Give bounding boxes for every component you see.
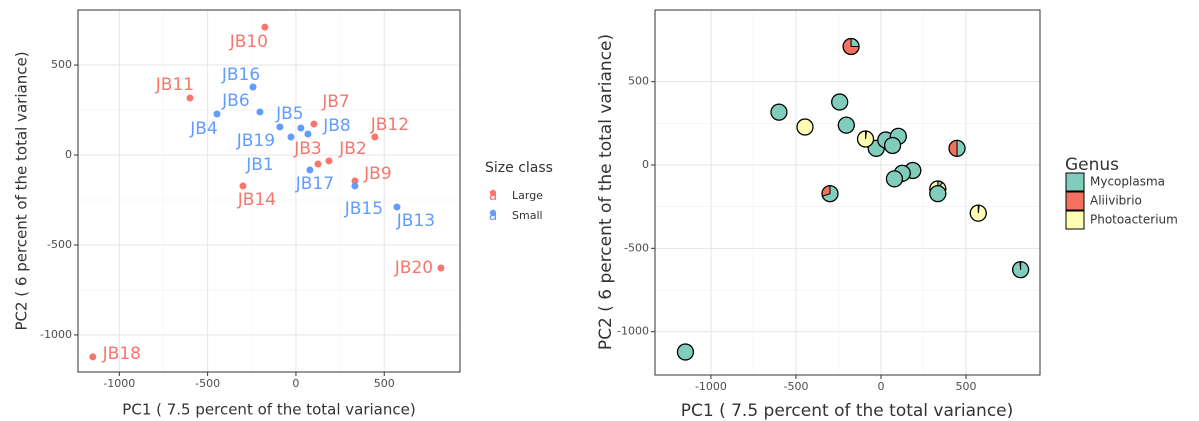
y-axis-title: PC2 ( 6 percent of the total variance) [596, 34, 616, 350]
point [249, 83, 257, 91]
legend-title: Size class [485, 160, 553, 176]
legend-key [1065, 172, 1085, 192]
plot-border [654, 9, 1041, 376]
pie-point [770, 103, 788, 121]
pie-point [821, 185, 839, 203]
point [276, 123, 284, 131]
y-axis-title: PC2 ( 6 percent of the total variance) [13, 51, 31, 330]
legend-key [1065, 191, 1085, 211]
point-label: JB16 [221, 65, 260, 85]
point-label: JB17 [295, 174, 334, 194]
y-tick-label: -500 [624, 241, 649, 254]
point-label: JB3 [293, 139, 322, 159]
legend-label: Mycoplasma [1090, 175, 1165, 189]
point [393, 203, 401, 211]
legend-label: Small [512, 209, 543, 222]
point [437, 264, 445, 272]
x-tick-label: 0 [292, 377, 299, 390]
y-tick-label: 0 [642, 158, 649, 171]
x-tick-label: 500 [374, 377, 395, 390]
point-label: JB11 [155, 75, 194, 95]
pie-point [969, 204, 987, 222]
point-label: JB6 [221, 91, 250, 111]
pie-point [929, 185, 947, 203]
legend-key [1065, 210, 1085, 230]
x-tick-label: -500 [783, 380, 808, 393]
point [325, 157, 333, 165]
point-label: JB5 [275, 104, 304, 124]
y-tick-label: -1000 [617, 325, 649, 338]
point-label: JB4 [189, 119, 218, 139]
y-tick-label: -500 [47, 238, 72, 251]
point [261, 23, 269, 31]
legend-label: Aliivibrio [1090, 194, 1142, 208]
point [213, 110, 221, 118]
point [239, 182, 247, 190]
y-tick-label: 500 [628, 75, 649, 88]
point-label: JB7 [321, 92, 350, 112]
pie-point [796, 118, 814, 136]
point [310, 120, 318, 128]
y-tick-label: 500 [51, 58, 72, 71]
point [306, 166, 314, 174]
pie-point [842, 37, 860, 56]
pie-point [883, 136, 902, 155]
point-label: JB8 [322, 116, 351, 136]
legend-title: Genus [1065, 155, 1119, 175]
point [314, 160, 322, 168]
point-label: JB14 [237, 190, 276, 210]
x-tick-label: -500 [195, 377, 220, 390]
point [256, 108, 264, 116]
pie-point [885, 170, 904, 188]
y-tick-label: -1000 [40, 328, 72, 341]
point [304, 130, 312, 138]
point-label: JB2 [338, 139, 367, 159]
x-axis-title: PC1 ( 7.5 percent of the total variance) [122, 401, 415, 419]
legend-key-point [489, 189, 497, 197]
point-label: JB1 [245, 155, 274, 175]
plot-panel [655, 10, 1040, 375]
point-label: JB9 [363, 164, 392, 184]
point-label: JB10 [229, 32, 268, 52]
x-tick-label: 0 [878, 380, 885, 393]
point-label: JB20 [394, 258, 433, 278]
x-tick-label: 500 [956, 380, 977, 393]
pie-point [837, 116, 855, 134]
point [287, 133, 295, 141]
point [297, 124, 305, 132]
plot-panel [78, 10, 460, 372]
pie-point [1012, 261, 1030, 279]
pie-point [676, 343, 695, 361]
legend-label: Photoacterium [1090, 213, 1178, 227]
point-label: JB12 [370, 115, 409, 135]
point [371, 133, 379, 141]
point-label: JB13 [396, 211, 435, 231]
point-label: JB18 [102, 344, 141, 364]
point [351, 177, 359, 185]
pie-point [948, 139, 966, 157]
pie-point [856, 130, 875, 148]
point-label: JB15 [344, 199, 383, 219]
point [186, 94, 194, 102]
point-label: JB19 [236, 131, 275, 151]
y-tick-label: 0 [65, 148, 72, 161]
point [89, 353, 97, 361]
legend-label: Large [512, 189, 543, 202]
x-tick-label: -1000 [103, 377, 135, 390]
x-tick-label: -1000 [695, 380, 727, 393]
x-axis-title: PC1 ( 7.5 percent of the total variance) [681, 401, 1014, 421]
legend-key-point [489, 209, 497, 217]
pie-point [831, 93, 849, 111]
point [351, 182, 359, 190]
pie-slice [1019, 261, 1022, 270]
plot-border [77, 9, 461, 373]
